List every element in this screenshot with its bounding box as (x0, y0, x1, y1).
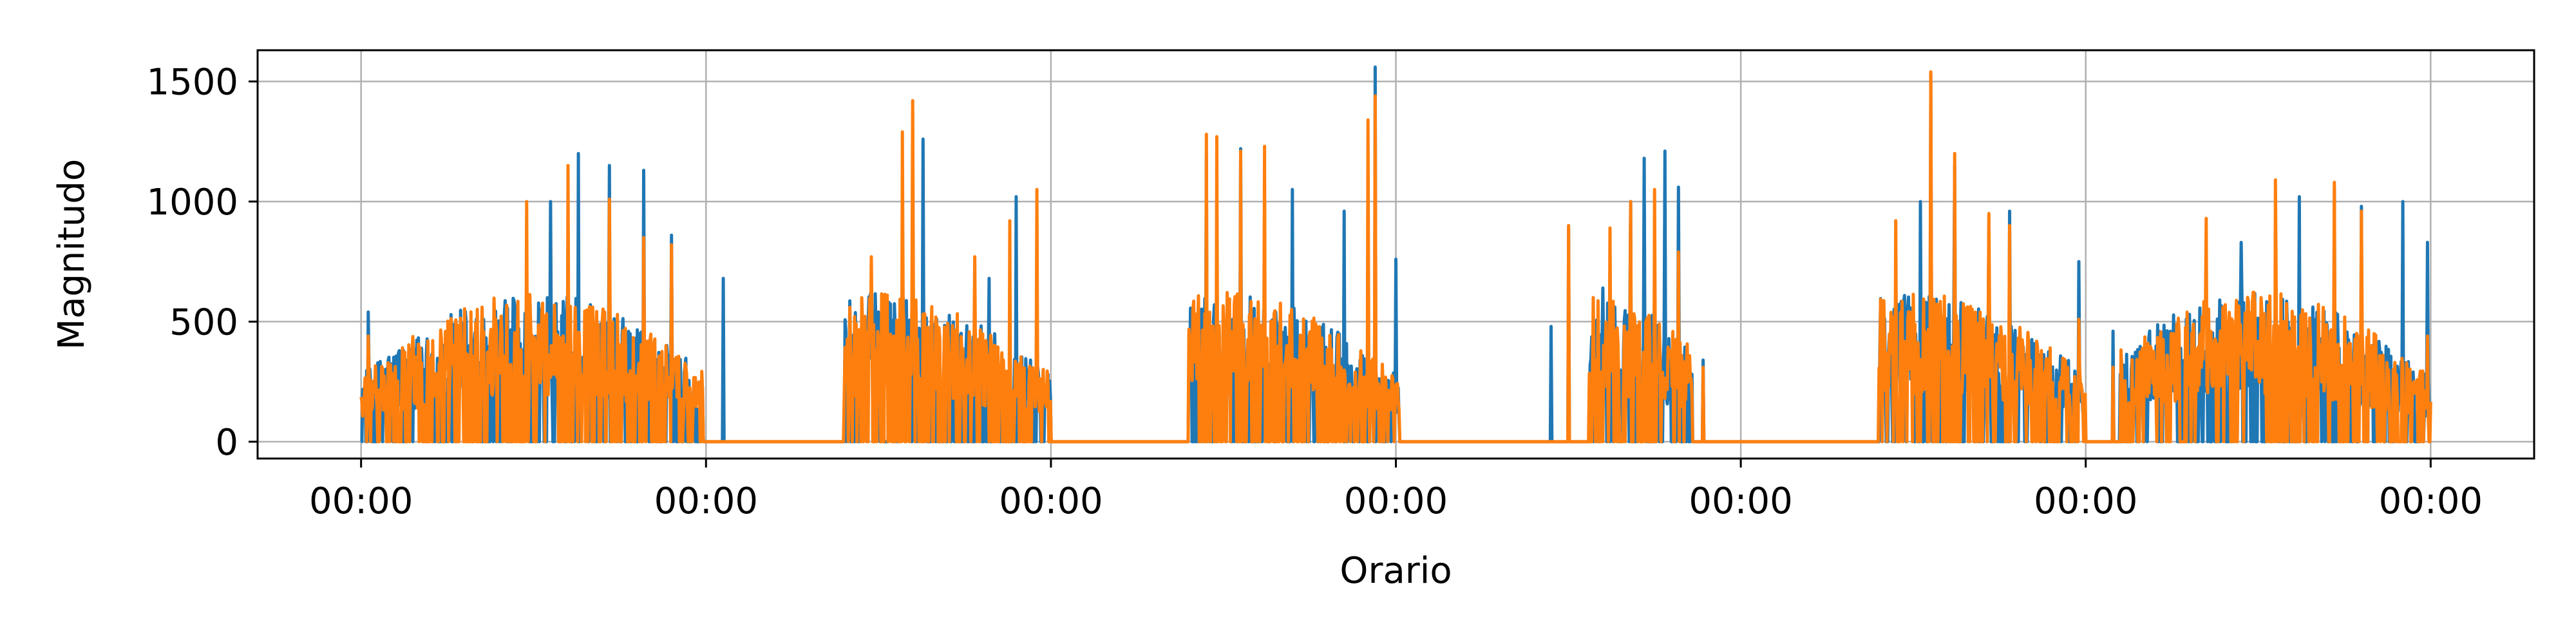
y-axis-title: Magnitudo (51, 159, 93, 350)
series-layer (359, 65, 2432, 444)
x-tick-label: 00:00 (1689, 480, 1792, 522)
x-tick-label: 00:00 (654, 480, 758, 522)
y-tick-label: 1000 (146, 182, 238, 223)
y-tick-label: 0 (215, 422, 238, 464)
y-tick-label: 500 (169, 301, 238, 343)
x-axis-title: Orario (1340, 550, 1452, 592)
series-line-2 (359, 70, 2432, 444)
x-tick-label: 00:00 (309, 480, 413, 522)
ticks: 00:00 00:00 00:00 00:00 00:00 00:00 00:00 0 500 1… (146, 61, 2483, 522)
x-tick-label: 00:00 (2379, 480, 2483, 522)
y-tick-label: 1500 (146, 61, 238, 103)
x-tick-label: 00:00 (999, 480, 1103, 522)
x-tick-label: 00:00 (1344, 480, 1448, 522)
x-tick-label: 00:00 (2034, 480, 2137, 522)
